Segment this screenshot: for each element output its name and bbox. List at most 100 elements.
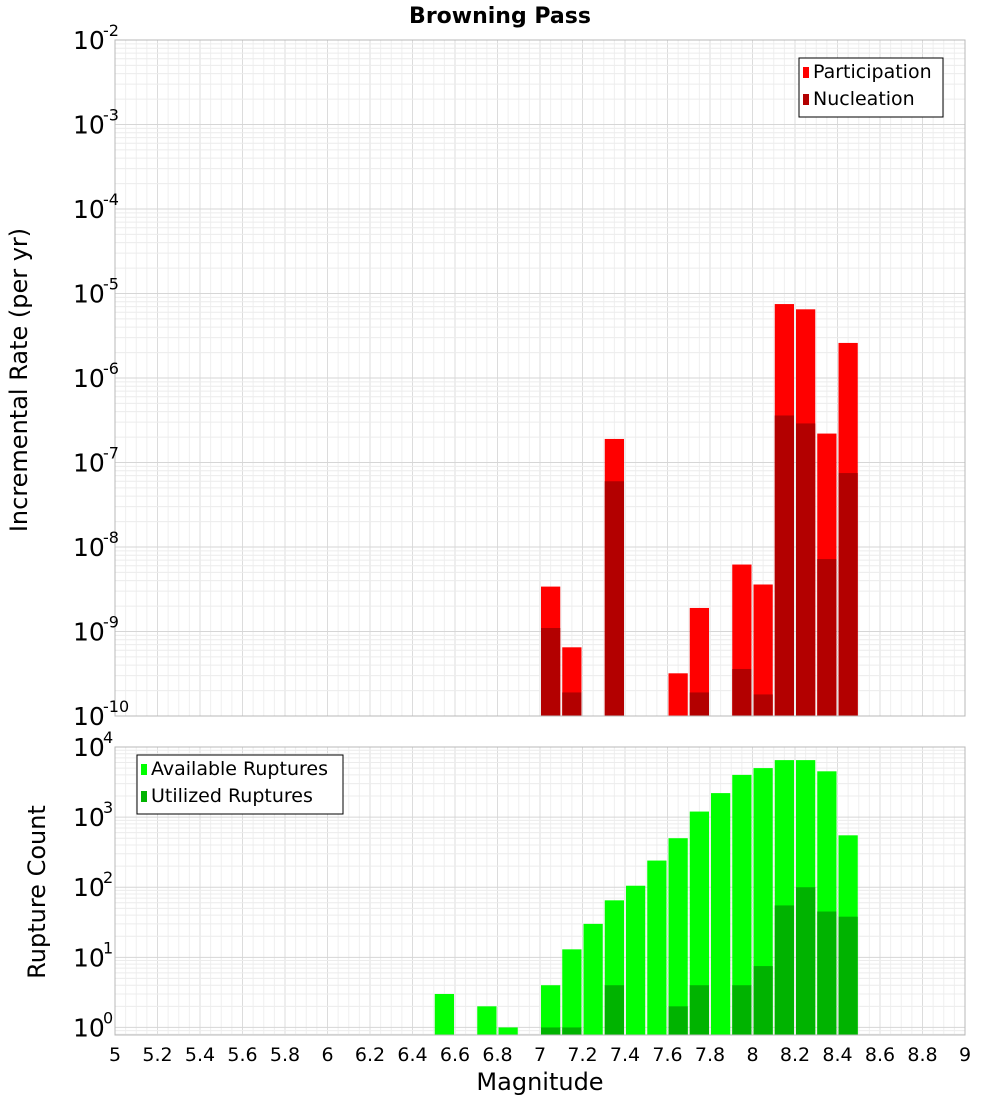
legend-label: Participation (813, 61, 932, 83)
count-y-tick-exponent: 1 (103, 938, 113, 957)
rate-y-tick-exponent: -4 (103, 190, 119, 209)
count-y-tick-exponent: 2 (103, 868, 113, 887)
rate-bar (541, 628, 561, 716)
legend-swatch (803, 67, 809, 78)
rate-y-tick-label: 10 (73, 364, 105, 393)
count-bar (541, 985, 561, 1035)
rate-y-tick-exponent: -10 (103, 697, 129, 716)
x-tick-label: 8.4 (822, 1044, 852, 1066)
rate-panel: 10-1010-910-810-710-610-510-410-310-2Par… (73, 21, 966, 731)
rate-bar (562, 692, 582, 716)
count-bar (668, 838, 688, 1035)
legend-swatch (803, 94, 809, 105)
count-bar (626, 885, 646, 1035)
x-tick-label: 6.8 (482, 1044, 512, 1066)
rate-y-tick-label: 10 (73, 26, 105, 55)
x-tick-label: 7.6 (652, 1044, 682, 1066)
count-y-tick-label: 10 (73, 803, 105, 832)
count-y-tick-label: 10 (73, 873, 105, 902)
rate-y-tick-label: 10 (73, 111, 105, 140)
rate-bar (668, 673, 688, 716)
legend-label: Nucleation (813, 88, 915, 110)
rate-y-tick-exponent: -2 (103, 21, 119, 40)
x-tick-label: 5 (109, 1044, 121, 1066)
rate-bar (604, 481, 624, 716)
rate-y-tick-label: 10 (73, 449, 105, 478)
rate-bar (817, 559, 837, 716)
rate-y-tick-label: 10 (73, 195, 105, 224)
x-tick-label: 7.8 (695, 1044, 725, 1066)
rate-bar (753, 694, 773, 716)
rate-bar (689, 692, 709, 716)
x-tick-label: 5.4 (185, 1044, 215, 1066)
x-tick-label: 7.4 (610, 1044, 640, 1066)
rate-y-tick-exponent: -8 (103, 528, 119, 547)
x-tick-label: 5.8 (270, 1044, 300, 1066)
x-tick-label: 6.6 (440, 1044, 470, 1066)
chart-title: Browning Pass (409, 4, 591, 29)
rate-y-tick-exponent: -5 (103, 275, 119, 294)
rate-y-tick-exponent: -3 (103, 106, 119, 125)
count-bar (668, 1006, 688, 1035)
count-y-tick-label: 10 (73, 943, 105, 972)
count-y-tick-label: 10 (73, 1013, 105, 1042)
x-tick-label: 7 (534, 1044, 546, 1066)
count-plot-frame (114, 746, 966, 1036)
count-bar (604, 985, 624, 1035)
x-tick-label: 9 (959, 1044, 971, 1066)
rate-legend: Participation Nucleation (798, 57, 944, 118)
count-bar (817, 911, 837, 1035)
count-bar (647, 860, 667, 1035)
rate-y-tick-label: 10 (73, 280, 105, 309)
rate-plot-frame (114, 39, 966, 717)
x-tick-label: 8.8 (907, 1044, 937, 1066)
x-tick-label: 8 (746, 1044, 758, 1066)
count-bar (689, 811, 709, 1035)
rate-y-tick-label: 10 (73, 702, 105, 731)
count-bar (774, 905, 794, 1035)
rate-bar (689, 607, 709, 716)
count-bar (732, 985, 752, 1035)
count-bar (434, 993, 454, 1035)
x-tick-label: 7.2 (567, 1044, 597, 1066)
legend-label: Utilized Ruptures (151, 785, 313, 807)
magnitude-x-axis-label: Magnitude (476, 1068, 603, 1096)
count-bar (838, 916, 858, 1035)
legend-box (798, 57, 944, 118)
count-y-axis-label: Rupture Count (23, 805, 51, 979)
x-tick-label: 6.4 (397, 1044, 427, 1066)
count-bar (711, 793, 731, 1035)
rate-bar (838, 473, 858, 716)
rate-series-secondary (541, 415, 858, 716)
count-bar (796, 887, 816, 1035)
legend-swatch (141, 764, 147, 775)
count-y-tick-exponent: 0 (103, 1008, 113, 1027)
count-bar (732, 774, 752, 1035)
rate-grid (114, 39, 966, 717)
rate-bar (753, 584, 773, 716)
rate-bar (732, 668, 752, 716)
count-bar (583, 923, 603, 1035)
count-bar (541, 1027, 561, 1035)
x-tick-label: 8.6 (865, 1044, 895, 1066)
x-tick-label: 5.6 (227, 1044, 257, 1066)
x-tick-label: 6.2 (355, 1044, 385, 1066)
legend-box (136, 754, 344, 815)
rate-y-tick-exponent: -6 (103, 359, 119, 378)
rate-y-tick-exponent: -9 (103, 613, 119, 632)
rate-bar (796, 423, 816, 716)
x-tick-label: 6 (321, 1044, 333, 1066)
count-bar (753, 966, 773, 1035)
legend-swatch (141, 791, 147, 802)
x-tick-label: 5.2 (142, 1044, 172, 1066)
x-ticks: 5 5.2 5.4 5.6 5.8 6 6.2 6.4 6.6 6.8 7 7.2 7.4 7.6 7.8 8… (109, 1044, 971, 1066)
count-bar (562, 1027, 582, 1035)
rate-y-axis-label: Incremental Rate (per yr) (5, 228, 33, 532)
legend-label: Available Ruptures (151, 758, 328, 780)
count-y-tick-label: 10 (73, 733, 105, 762)
count-bar (689, 985, 709, 1035)
